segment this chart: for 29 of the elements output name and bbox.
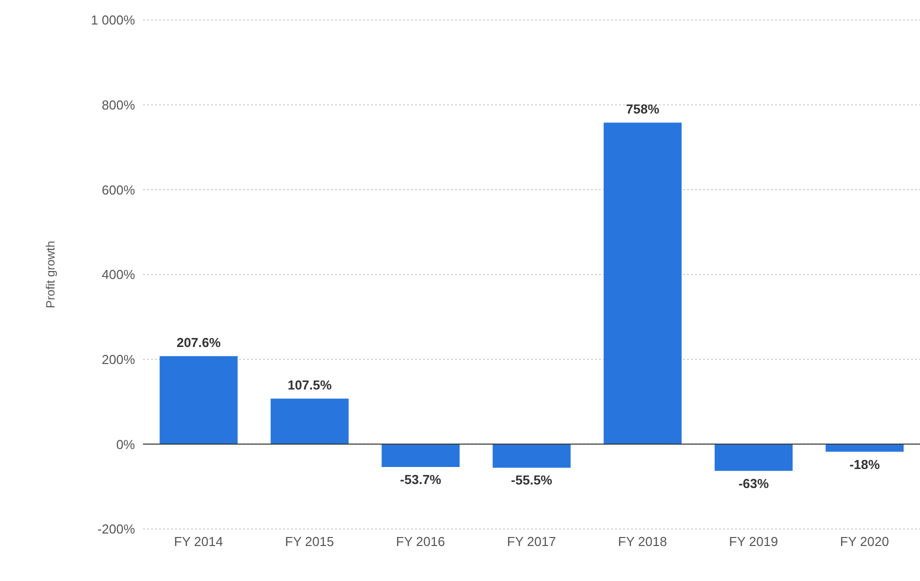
y-axis-title: Profit growth — [43, 240, 58, 308]
x-tick-label: FY 2018 — [618, 534, 667, 550]
data-label: 207.6% — [176, 335, 222, 350]
bar — [492, 444, 571, 468]
x-tick-label: FY 2017 — [507, 534, 556, 550]
bar — [270, 398, 349, 444]
bar — [604, 122, 682, 444]
x-tick-label: FY 2014 — [174, 534, 223, 550]
x-tick-label: FY 2020 — [840, 534, 889, 550]
y-tick-label: -200% — [97, 522, 136, 537]
y-tick-label: 0% — [116, 436, 136, 452]
y-tick-label: 200% — [102, 352, 136, 367]
data-label: -55.5% — [511, 472, 553, 488]
bar — [826, 444, 904, 452]
x-tick-label: FY 2016 — [396, 534, 445, 550]
y-tick-label: 400% — [102, 267, 136, 282]
bar — [382, 444, 460, 467]
data-label: -63% — [738, 476, 770, 491]
y-tick-label: 1 000% — [90, 12, 136, 28]
y-tick-label: 600% — [102, 182, 136, 198]
data-label: -53.7% — [400, 472, 442, 487]
data-label: 107.5% — [288, 378, 332, 393]
data-label: 758% — [626, 102, 660, 117]
y-tick-label: 800% — [102, 97, 136, 112]
bar — [160, 356, 238, 444]
bar — [714, 444, 793, 471]
x-tick-label: FY 2015 — [285, 534, 334, 550]
data-label: -18% — [849, 456, 880, 472]
x-tick-label: FY 2019 — [729, 534, 778, 550]
